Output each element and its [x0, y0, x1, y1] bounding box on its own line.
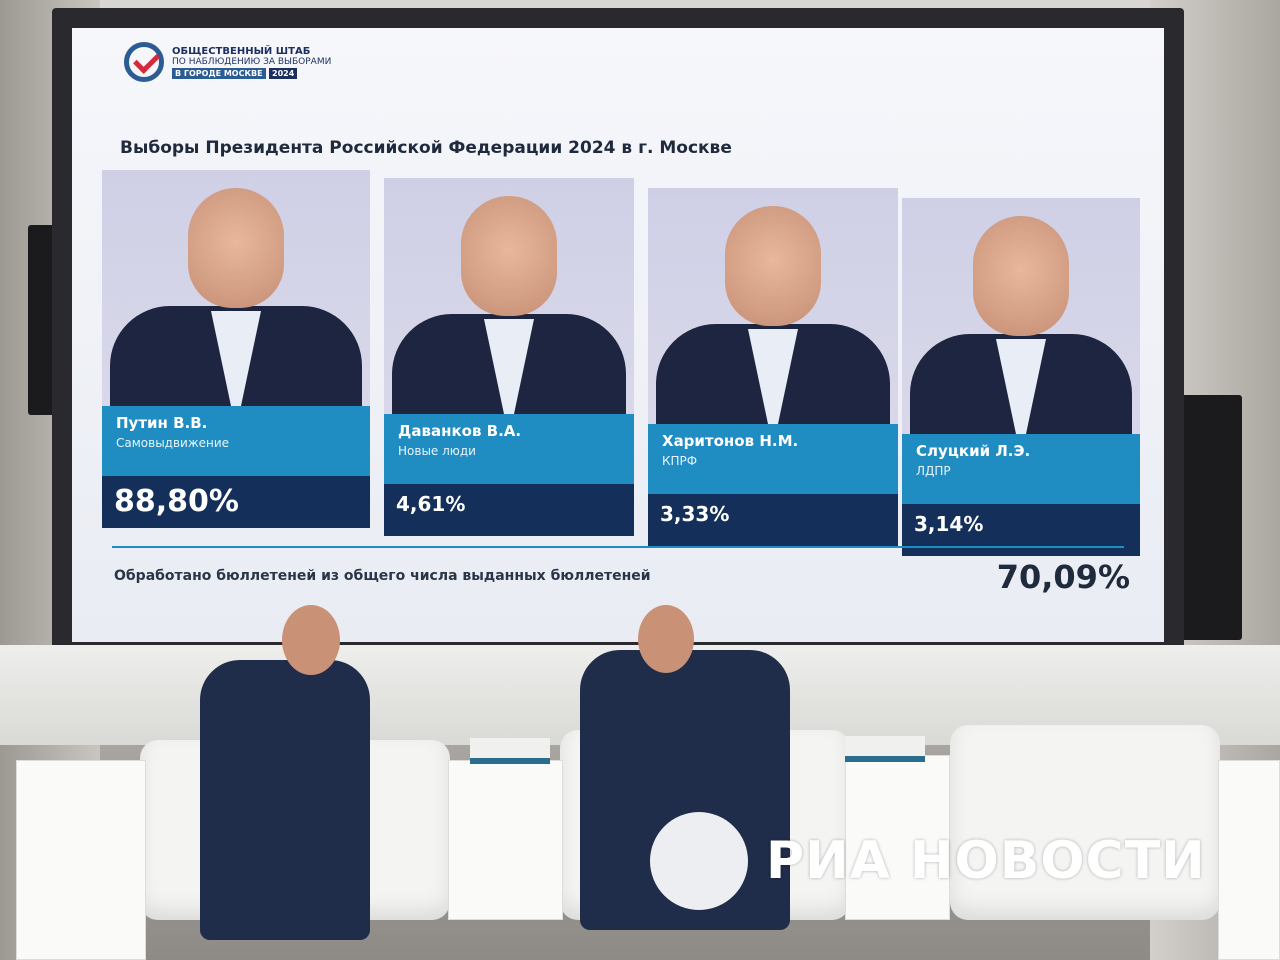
checkmark-logo-icon	[124, 42, 164, 82]
candidate-name: Путин В.В.	[116, 414, 208, 432]
logo-year: 2024	[269, 67, 298, 79]
candidate-percent: 88,80%	[102, 476, 370, 528]
candidate-party: Самовыдвижение	[116, 436, 230, 450]
candidate-photo	[384, 178, 634, 414]
logo: ОБЩЕСТВЕННЫЙ ШТАБ ПО НАБЛЮДЕНИЮ ЗА ВЫБОР…	[124, 42, 331, 82]
name-placard	[845, 736, 925, 762]
speaker-head	[282, 605, 340, 675]
candidate-party: ЛДПР	[916, 464, 951, 478]
watermark-text: РИА НОВОСТИ	[766, 831, 1206, 891]
led-screen: ОБЩЕСТВЕННЫЙ ШТАБ ПО НАБЛЮДЕНИЮ ЗА ВЫБОР…	[72, 28, 1164, 642]
page-title: Выборы Президента Российской Федерации 2…	[120, 138, 732, 158]
side-table	[16, 760, 146, 960]
side-table	[1218, 760, 1280, 960]
armchair	[950, 725, 1220, 920]
candidate-photo	[648, 188, 898, 424]
name-placard	[470, 738, 550, 764]
watermark: РИА НОВОСТИ	[650, 812, 1206, 910]
candidate-photo	[902, 198, 1140, 434]
candidate-party: Новые люди	[398, 444, 476, 458]
candidate-name: Харитонов Н.М.	[662, 432, 799, 450]
candidate-percent: 3,14%	[902, 504, 1140, 556]
counted-value: 70,09%	[996, 558, 1130, 596]
side-table	[448, 760, 563, 920]
speaker-person	[200, 660, 370, 940]
candidate-party: КПРФ	[662, 454, 698, 468]
candidate-card: Даванков В.А. Новые люди 4,61%	[384, 178, 634, 536]
candidate-percent: 3,33%	[648, 494, 898, 546]
counted-label: Обработано бюллетеней из общего числа вы…	[114, 568, 651, 584]
candidate-card: Харитонов Н.М. КПРФ 3,33%	[648, 188, 898, 546]
candidate-name: Даванков В.А.	[398, 422, 522, 440]
candidate-card: Слуцкий Л.Э. ЛДПР 3,14%	[902, 198, 1140, 556]
candidate-name: Слуцкий Л.Э.	[916, 442, 1031, 460]
candidate-card: Путин В.В. Самовыдвижение 88,80%	[102, 170, 370, 528]
candidate-photo	[102, 170, 370, 406]
speaker-head	[638, 605, 694, 673]
logo-line2: ПО НАБЛЮДЕНИЮ ЗА ВЫБОРАМИ	[172, 56, 332, 67]
side-table	[845, 755, 950, 920]
divider	[112, 546, 1124, 548]
ria-logo-icon	[650, 812, 748, 910]
logo-line3: В ГОРОДЕ МОСКВЕ	[172, 67, 266, 79]
logo-line1: ОБЩЕСТВЕННЫЙ ШТАБ	[172, 45, 311, 57]
candidate-percent: 4,61%	[384, 484, 634, 536]
